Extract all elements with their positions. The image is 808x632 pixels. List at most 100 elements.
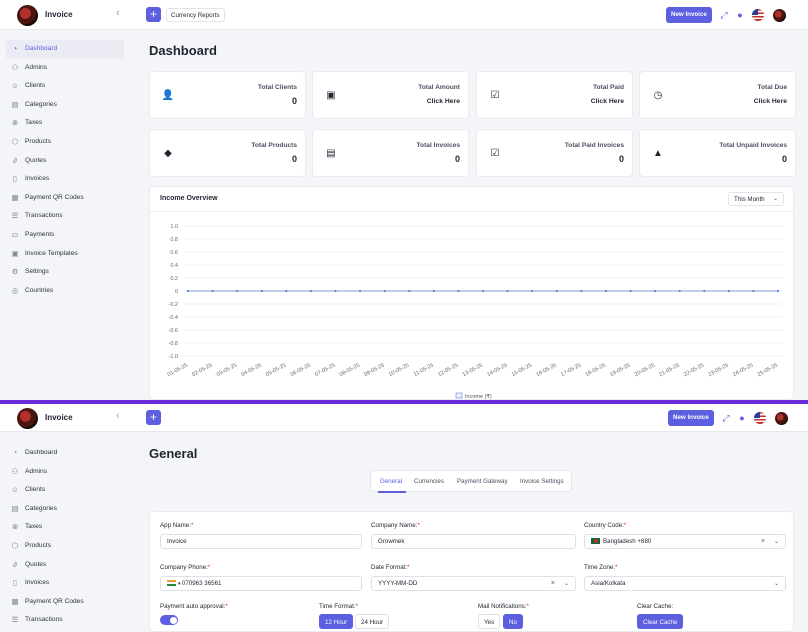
sidebar-item-quotes[interactable]: ∂ Quotes <box>6 152 124 171</box>
person-icon: 👤 <box>161 90 175 101</box>
stat-card-total-paid-invoices[interactable]: ☑ Total Paid Invoices 0 <box>476 129 633 177</box>
stat-card-total-due[interactable]: ◷ Total Due Click Here <box>639 71 796 119</box>
country-code-label: Country Code:* <box>584 522 627 529</box>
x-tick-label: 01-05-25 <box>167 362 189 378</box>
stat-card-value: 0 <box>291 96 297 106</box>
sidebar-item-transactions[interactable]: ☰ Transactions <box>6 611 124 630</box>
notification-bell-icon[interactable]: ● <box>739 413 745 423</box>
date-format-select[interactable]: YYYY-MM-DD × ⌄ <box>371 576 576 591</box>
x-tick-label: 09-05-25 <box>363 362 385 378</box>
x-tick-label: 04-05-25 <box>240 362 262 378</box>
stat-card-total-unpaid-invoices[interactable]: ▲ Total Unpaid Invoices 0 <box>639 129 796 177</box>
company-phone-input[interactable]: ▾ 070963 36561 <box>160 576 362 591</box>
sidebar-item-quotes[interactable]: ∂ Quotes <box>6 556 124 575</box>
stat-card-value[interactable]: Click Here <box>753 98 787 105</box>
user-avatar[interactable] <box>775 412 788 425</box>
app-name-input[interactable]: Invoice <box>160 534 362 549</box>
clear-icon[interactable]: × <box>550 580 555 587</box>
sidebar-item-label: Invoice Templates <box>25 249 78 257</box>
sidebar-item-payment-qr-codes[interactable]: ▦ Payment QR Codes <box>6 189 124 208</box>
stat-card-total-amount[interactable]: ▣ Total Amount Click Here <box>312 71 469 119</box>
collapse-sidebar-icon[interactable]: ‹ <box>116 410 120 422</box>
company-name-input[interactable]: Growmek <box>371 534 576 549</box>
chevron-down-icon: ⌄ <box>773 581 779 587</box>
stat-card-total-paid[interactable]: ☑ Total Paid Click Here <box>476 71 633 119</box>
data-point <box>334 289 337 293</box>
app-logo[interactable] <box>17 5 38 26</box>
x-tick-label: 03-05-25 <box>216 362 238 378</box>
sidebar-item-categories[interactable]: ▤ Categories <box>6 500 124 519</box>
stat-card-total-products[interactable]: ◆ Total Products 0 <box>149 129 306 177</box>
collapse-sidebar-icon[interactable]: ‹ <box>116 7 120 19</box>
notification-bell-icon[interactable]: ● <box>737 10 743 20</box>
mail-notifications-yes[interactable]: Yes <box>478 614 501 629</box>
user-avatar[interactable] <box>773 9 786 22</box>
sidebar-item-admins[interactable]: ⚇ Admins <box>6 59 124 78</box>
app-logo[interactable] <box>17 408 38 429</box>
sidebar-item-transactions[interactable]: ☰ Transactions <box>6 207 124 226</box>
country-code-select[interactable]: Bangladesh +880 × ⌄ <box>584 534 786 549</box>
tab-payment-gateway[interactable]: Payment Gateway <box>457 478 508 485</box>
tab-invoice-settings[interactable]: Invoice Settings <box>520 478 564 485</box>
file-icon: ▯ <box>12 174 18 184</box>
stat-card-value: 0 <box>291 154 297 164</box>
payment-auto-approval-toggle[interactable] <box>160 615 178 625</box>
sidebar-item-taxes[interactable]: ⊗ Taxes <box>6 518 124 537</box>
time-format-12-hour[interactable]: 12 Hour <box>319 614 354 629</box>
new-invoice-button[interactable]: New Invoice <box>666 7 712 23</box>
paperclip-icon: ∂ <box>13 155 17 165</box>
time-format-24-hour[interactable]: 24 Hour <box>355 614 390 629</box>
time-zone-select[interactable]: Asia/Kolkata ⌄ <box>584 576 786 591</box>
sidebar-item-invoice-templates[interactable]: ▣ Invoice Templates <box>6 245 124 264</box>
sidebar-item-countries[interactable]: ◎ Countries <box>6 282 124 301</box>
sidebar-item-categories[interactable]: ▤ Categories <box>6 96 124 115</box>
stat-card-value[interactable]: Click Here <box>426 98 460 105</box>
qr-icon: ▦ <box>11 192 19 202</box>
income-line-chart: 1.0 0.8 0.6 0.4 0.2 0 -0.2 -0.4 -0.6 -0.8 -1.0 01-0… <box>167 224 782 400</box>
mail-notifications-no[interactable]: No <box>503 614 523 629</box>
sidebar-item-settings[interactable]: ⚙ Settings <box>6 263 124 282</box>
us-flag-icon[interactable] <box>754 412 766 424</box>
tab-general[interactable]: General <box>380 478 403 485</box>
sidebar-item-payments[interactable]: ▭ Payments <box>6 226 124 245</box>
period-select[interactable]: This Month ⌄ <box>728 192 784 206</box>
sidebar-item-invoices[interactable]: ▯ Invoices <box>6 170 124 189</box>
sidebar-item-label: Payment QR Codes <box>25 193 84 201</box>
sidebar-item-clients[interactable]: ☺ Clients <box>6 77 124 96</box>
stat-card-total-invoices[interactable]: ▤ Total Invoices 0 <box>312 129 469 177</box>
stat-card-value[interactable]: Click Here <box>590 98 624 105</box>
x-tick-label: 14-05-25 <box>486 362 508 378</box>
payment-auto-approval-label: Payment auto approval:* <box>160 603 228 610</box>
quick-add-button[interactable]: + <box>146 410 161 425</box>
transactions-icon: ☰ <box>11 211 19 221</box>
data-point <box>186 289 190 293</box>
sidebar-item-dashboard[interactable]: ◔ Dashboard <box>6 40 124 59</box>
us-flag-icon[interactable] <box>752 9 764 21</box>
sidebar-item-dashboard[interactable]: ◔ Dashboard <box>6 444 124 463</box>
users-icon: ☺ <box>11 81 19 91</box>
sidebar-item-taxes[interactable]: ⊗ Taxes <box>6 114 124 133</box>
x-tick-label: 02-05-25 <box>191 362 213 378</box>
income-overview-title: Income Overview <box>160 195 218 202</box>
clear-icon[interactable]: × <box>760 538 765 545</box>
chevron-down-icon: ▾ <box>178 581 182 587</box>
sidebar-item-admins[interactable]: ⚇ Admins <box>6 463 124 482</box>
sidebar: ◔ Dashboard ⚇ Admins ☺ Clients ▤ Categories ⊗ Tax… <box>0 444 130 630</box>
fullscreen-icon[interactable]: ⤢ <box>722 413 730 423</box>
currency-reports-link[interactable]: Currency Reports <box>166 8 225 22</box>
bangladesh-flag-icon <box>591 538 600 544</box>
new-invoice-button[interactable]: New Invoice <box>668 410 714 426</box>
fullscreen-icon[interactable]: ⤢ <box>720 10 728 20</box>
sidebar-item-payment-qr-codes[interactable]: ▦ Payment QR Codes <box>6 593 124 612</box>
sidebar-item-products[interactable]: ⬡ Products <box>6 537 124 556</box>
sidebar-item-label: Payment QR Codes <box>25 597 84 605</box>
quick-add-button[interactable]: + <box>146 7 161 22</box>
time-zone-label: Time Zone:* <box>584 564 618 571</box>
sidebar-item-products[interactable]: ⬡ Products <box>6 133 124 152</box>
sidebar-item-clients[interactable]: ☺ Clients <box>6 481 124 500</box>
sidebar-item-label: Admins <box>25 467 47 475</box>
clear-cache-button[interactable]: Clear Cache <box>637 614 684 629</box>
tab-currencies[interactable]: Currencies <box>414 478 444 485</box>
sidebar-item-invoices[interactable]: ▯ Invoices <box>6 574 124 593</box>
stat-card-total-clients[interactable]: 👤 Total Clients 0 <box>149 71 306 119</box>
